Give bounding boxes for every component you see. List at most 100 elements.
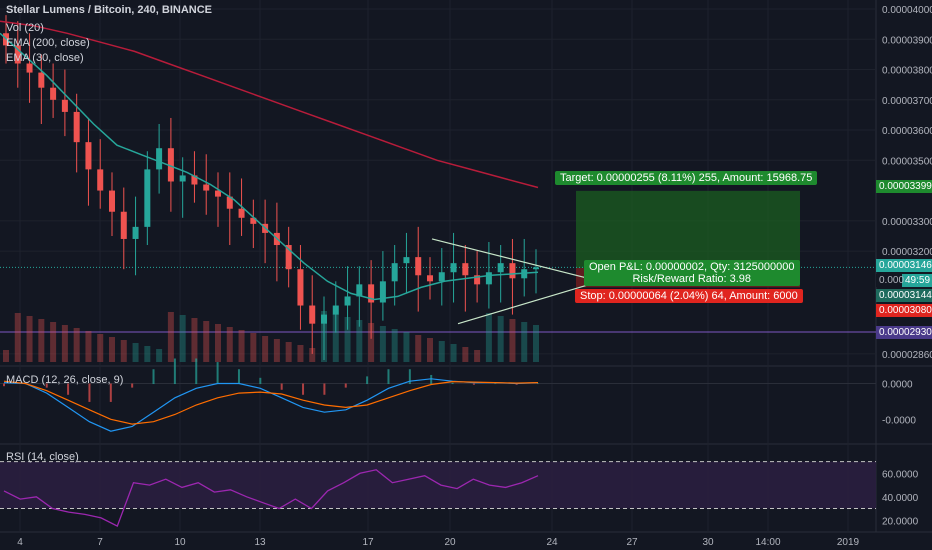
volume-bar [403,332,410,362]
macd-histogram-bar [387,369,390,385]
candle-body [332,305,339,315]
volume-bar [203,321,210,362]
candle-body [179,175,186,182]
volume-bar [144,346,151,362]
pnl-label[interactable]: Open P&L: 0.00000002, Qty: 3125000000 Ri… [584,260,800,286]
rsi-tick-label: 60.0000 [882,469,919,480]
macd-histogram-bar [472,383,475,385]
candle-body [438,272,445,282]
macd-histogram-bar [515,383,518,385]
candle-body [203,184,210,191]
macd-histogram-bar [131,383,134,388]
macd-histogram-bar [173,358,176,385]
candle-body [226,196,233,209]
x-tick-label: 14:00 [755,537,780,548]
volume-bar [391,329,398,362]
volume-bar [533,325,539,362]
target-zone [576,190,800,269]
volume-bar [509,319,516,362]
candle-body [497,263,504,273]
volume-bar [297,345,304,362]
macd-histogram-bar [280,383,283,390]
candle-body [309,305,316,324]
target-price-tag: 0.00003399 [876,180,932,193]
candle-body [97,169,104,191]
macd-histogram-bar [344,383,347,388]
triangle-upper-line [431,238,601,282]
x-tick-label: 2019 [837,537,860,548]
y-tick-label: 0.00003300 [882,217,932,228]
axes: 0.00004000 0.00003900 0.00003800 0.00003700… [17,5,932,548]
y-tick-label: 0.00003700 [882,96,932,107]
volume-bar [109,337,115,362]
pnl-line1: Open P&L: 0.00000002, Qty: 3125000000 [589,261,795,273]
volume-bar [167,312,174,362]
rsi-tick-label: 40.0000 [882,493,919,504]
macd-histogram-bar [3,383,5,387]
macd-histogram-bar [45,383,48,388]
candle-body [167,148,174,182]
candle-body [474,275,481,285]
macd-histogram-bar [195,358,198,385]
candle-body [191,175,198,185]
candle-body [297,269,304,306]
ema200-line [0,20,539,189]
x-tick-label: 10 [174,537,186,548]
volume-bar [61,325,68,362]
rsi-pane [0,461,876,528]
macd-line [3,378,539,432]
volume-bar [250,333,257,362]
candle-body [73,111,80,143]
candle-body [485,272,492,285]
volume-bar [191,318,198,362]
volume-bar [26,316,33,362]
macd-histogram-bar [237,369,240,385]
y-tick-label: 0.00003500 [882,156,932,167]
triangle-pattern [431,238,601,325]
rsi-line [3,469,539,528]
pnl-line2: Risk/Reward Ratio: 3.98 [632,273,752,285]
target-label[interactable]: Target: 0.00000255 (8.11%) 255, Amount: … [555,171,818,185]
y-tick-label: 0.00003900 [882,35,932,46]
volume-bar [73,328,80,362]
candle-body [250,217,257,224]
volume-bar [332,314,339,362]
volume-bar [485,313,492,362]
x-tick-label: 17 [362,537,374,548]
rsi-tick-label: 20.0000 [882,516,919,527]
macd-histogram-bar [302,383,305,395]
candle-body [403,257,410,264]
macd-tick-label: 0.0000 [882,380,913,391]
symbol-title: Stellar Lumens / Bitcoin, 240, BINANCE [6,4,212,16]
stop-label[interactable]: Stop: 0.00000064 (2.04%) 64, Amount: 600… [575,289,803,303]
volume-bar [14,313,21,362]
x-tick-label: 4 [17,537,23,548]
macd-histogram-bar [366,376,369,385]
volume-bar [450,344,457,362]
volume-bar [474,350,481,362]
volume-bar [438,341,445,362]
candle-body [415,257,422,276]
candle-body [509,263,516,279]
macd-histogram-bar [408,369,411,385]
volume-bar [427,338,433,362]
moving-averages [0,20,539,301]
volume-bar [97,334,104,362]
volume-bar [120,340,127,362]
current-price-tag: 0.00003146 [876,259,932,272]
vol-legend: Vol (20) [6,22,44,34]
volume-bar [379,326,386,362]
volume-bar [38,319,45,362]
volume-bar [85,331,92,362]
countdown-tag: 49:59 [902,274,932,287]
volume-bar [238,330,245,362]
macd-histogram-bar [67,383,70,395]
volume-bar [50,322,57,362]
y-tick-label: 0.00003200 [882,247,932,258]
candle-body [120,211,127,239]
x-tick-label: 20 [444,537,456,548]
signal-line [3,380,539,425]
candle-body [427,275,433,282]
triangle-lower-line [457,280,601,325]
